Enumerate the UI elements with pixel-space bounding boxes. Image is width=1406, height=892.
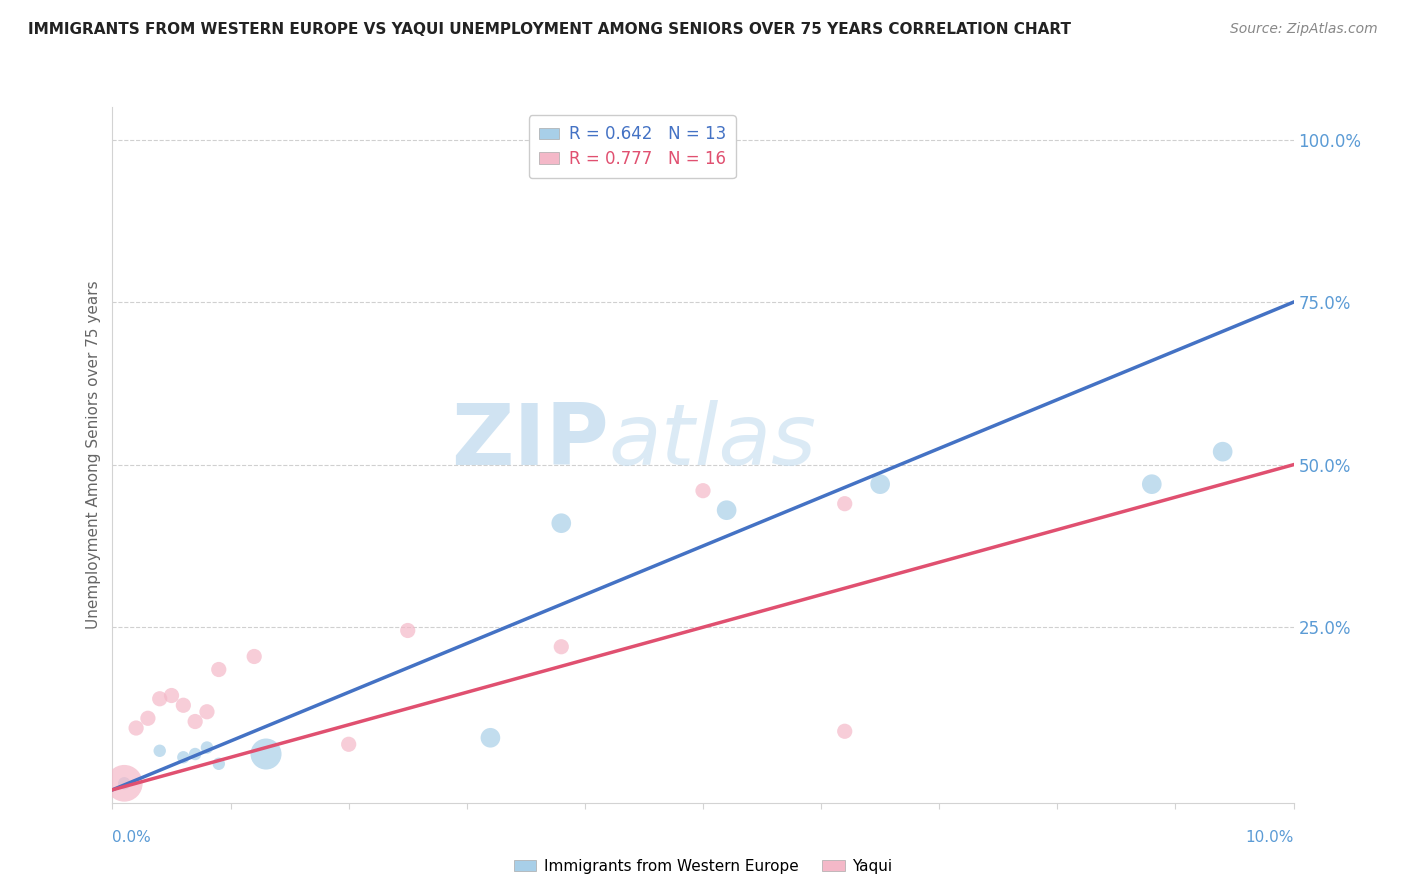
Point xyxy=(337,737,360,751)
Point xyxy=(184,714,207,729)
Legend: R = 0.642   N = 13, R = 0.777   N = 16: R = 0.642 N = 13, R = 0.777 N = 16 xyxy=(529,115,735,178)
Point xyxy=(834,724,856,739)
Point xyxy=(396,624,419,638)
Point xyxy=(208,756,231,771)
Point xyxy=(172,698,194,713)
Point xyxy=(716,503,738,517)
Point xyxy=(149,691,172,706)
Point xyxy=(479,731,502,745)
Text: 10.0%: 10.0% xyxy=(1246,830,1294,845)
Point xyxy=(1212,444,1234,458)
Point xyxy=(1140,477,1163,491)
Point xyxy=(112,776,135,790)
Point xyxy=(125,721,148,735)
Point xyxy=(195,705,218,719)
Text: ZIP: ZIP xyxy=(451,400,609,483)
Text: Source: ZipAtlas.com: Source: ZipAtlas.com xyxy=(1230,22,1378,37)
Point xyxy=(550,640,572,654)
Text: IMMIGRANTS FROM WESTERN EUROPE VS YAQUI UNEMPLOYMENT AMONG SENIORS OVER 75 YEARS: IMMIGRANTS FROM WESTERN EUROPE VS YAQUI … xyxy=(28,22,1071,37)
Text: atlas: atlas xyxy=(609,400,817,483)
Point xyxy=(172,750,194,764)
Y-axis label: Unemployment Among Seniors over 75 years: Unemployment Among Seniors over 75 years xyxy=(86,281,101,629)
Point xyxy=(550,516,572,531)
Point xyxy=(136,711,159,725)
Point xyxy=(160,689,183,703)
Text: 0.0%: 0.0% xyxy=(112,830,152,845)
Point xyxy=(208,663,231,677)
Point xyxy=(243,649,266,664)
Legend: Immigrants from Western Europe, Yaqui: Immigrants from Western Europe, Yaqui xyxy=(508,853,898,880)
Point xyxy=(184,747,207,761)
Point xyxy=(112,776,135,790)
Point xyxy=(254,747,277,761)
Point xyxy=(692,483,714,498)
Point xyxy=(195,740,218,755)
Point xyxy=(869,477,891,491)
Point xyxy=(834,497,856,511)
Point xyxy=(149,744,172,758)
